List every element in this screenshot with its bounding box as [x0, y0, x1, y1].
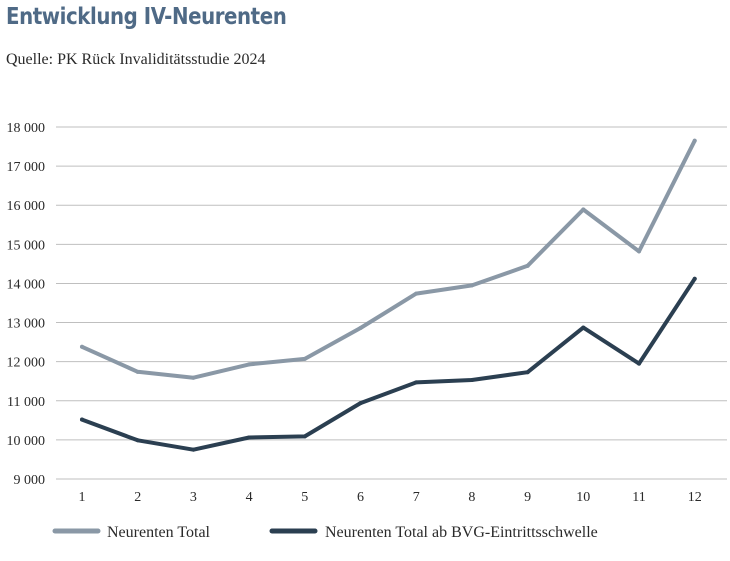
y-tick-label: 12 000: [7, 356, 46, 371]
x-tick-label: 10: [576, 490, 590, 505]
x-tick-label: 2: [134, 490, 141, 505]
data-point: [191, 447, 196, 452]
y-tick-label: 9 000: [14, 473, 46, 488]
y-tick-label: 14 000: [7, 277, 46, 292]
x-tick-label: 7: [413, 490, 420, 505]
data-point: [80, 344, 84, 349]
series-line-1: [80, 138, 697, 380]
y-tick-label: 11 000: [7, 395, 45, 410]
x-tick-label: 11: [632, 490, 645, 505]
y-tick-label: 15 000: [7, 238, 46, 253]
data-point: [469, 378, 474, 383]
x-tick-label: 6: [357, 490, 364, 505]
x-tick-label: 5: [301, 490, 308, 505]
y-tick-label: 17 000: [7, 160, 46, 175]
x-tick-label: 3: [190, 490, 197, 505]
data-point: [525, 263, 530, 268]
data-point: [525, 370, 530, 375]
data-point: [358, 326, 363, 331]
data-point: [358, 401, 363, 406]
y-tick-label: 18 000: [7, 121, 46, 136]
x-tick-label: 4: [246, 490, 253, 505]
x-tick-label: 8: [468, 490, 475, 505]
data-point: [191, 375, 196, 380]
data-point: [414, 291, 419, 296]
data-point: [247, 362, 252, 367]
chart-subtitle: Quelle: PK Rück Invaliditätsstudie 2024: [6, 51, 266, 68]
data-point: [247, 435, 252, 440]
x-tick-label: 1: [79, 490, 86, 505]
y-tick-label: 13 000: [7, 317, 46, 332]
data-point: [302, 356, 307, 361]
data-point: [581, 207, 586, 212]
legend-label: Neurenten Total ab BVG-Eintrittsschwelle: [325, 524, 598, 541]
data-point: [637, 361, 641, 366]
data-point: [135, 369, 140, 374]
legend-label: Neurenten Total: [107, 524, 211, 541]
x-tick-label: 12: [688, 490, 702, 505]
y-tick-label: 16 000: [7, 199, 46, 214]
data-point: [135, 438, 140, 443]
data-point: [302, 434, 307, 439]
data-point: [637, 249, 641, 254]
data-point: [581, 325, 586, 330]
data-point: [80, 417, 84, 422]
x-tick-label: 9: [524, 490, 531, 505]
chart-title: Entwicklung IV-Neurenten: [6, 4, 287, 30]
data-point: [692, 138, 697, 143]
series-line-2: [80, 276, 697, 452]
y-tick-label: 10 000: [7, 434, 46, 449]
data-point: [692, 276, 697, 281]
data-point: [414, 380, 419, 385]
data-point: [469, 283, 474, 288]
